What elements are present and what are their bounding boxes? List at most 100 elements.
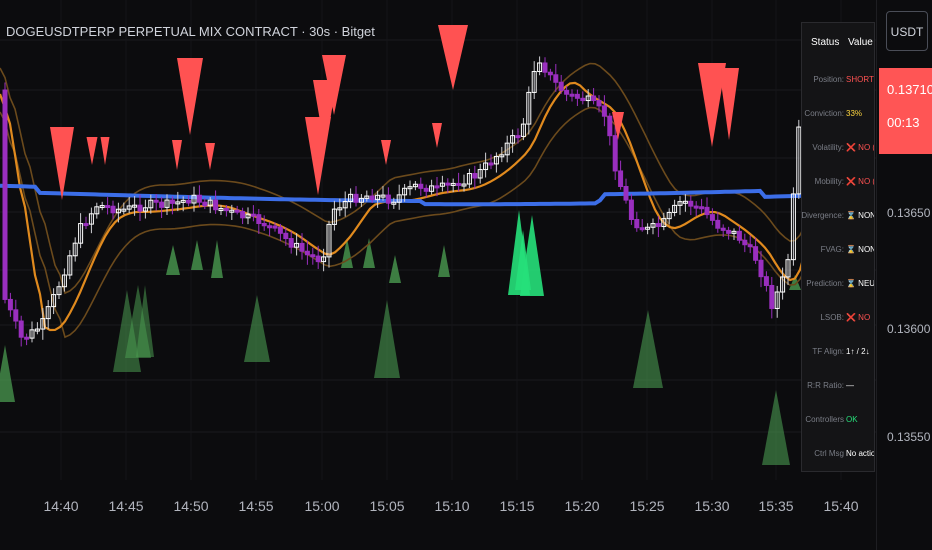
candle-body [553,74,559,83]
status-row-value: ⌛ NEUTRAL [846,279,875,288]
candle-body [196,194,202,203]
candle-body [510,135,516,144]
buy-signal-triangle [515,230,531,290]
price-plot[interactable] [0,0,876,550]
sell-signal-triangle [719,68,739,140]
candle-body [682,200,688,204]
candle-body [461,183,467,187]
candle-body [402,187,408,196]
candle-body [2,89,8,300]
candle-body [256,214,262,224]
candle-body [99,205,105,209]
candle-body [726,229,732,234]
x-tick-label: 14:45 [108,498,144,514]
x-tick-label: 15:05 [369,498,405,514]
sell-signal-triangle [177,58,203,135]
sell-signal-triangle [381,140,391,165]
status-row-value: ⌛ NONE [846,211,874,220]
status-row: FVAG:⌛ NONE [802,237,874,267]
candle-body [234,209,240,213]
candle-body [731,230,737,234]
candle-body [218,208,224,212]
status-row: Prediction:⌛ NEUTRAL [802,271,875,301]
candle-body [159,201,165,208]
candle-body [385,194,391,204]
candle-body [699,206,705,210]
value-header: Value [848,37,873,48]
candle-body [520,123,526,137]
status-row-value: SHORT [846,75,874,84]
x-tick-label: 15:00 [304,498,340,514]
candle-body [742,239,748,246]
candle-body [472,173,478,179]
candle-body [499,154,505,158]
candle-body [34,328,40,332]
status-row: Mobility:❌ NO (0.4) [802,169,874,199]
status-row-label: TF Align: [812,347,844,356]
candle-body [580,97,586,102]
candle-body [245,213,251,219]
candle-body [564,89,570,95]
candle-body [780,276,786,293]
sell-signal-triangle [86,137,98,165]
status-row: Position: SHORT [802,67,874,97]
currency-button[interactable]: USDT [886,11,928,51]
candle-body [180,199,186,203]
candle-body [569,93,575,97]
status-row-label: R:R Ratio: [807,381,844,390]
candle-body [774,291,780,309]
candle-body [321,256,327,263]
sell-signal-triangle [698,63,726,147]
candle-body [666,211,672,220]
candle-body [504,142,510,156]
candle-body [574,93,580,99]
candle-body [790,193,796,261]
x-tick-label: 14:50 [173,498,209,514]
candle-body [326,223,332,258]
candle-body [229,209,235,213]
sell-signal-triangle [205,143,215,170]
buy-signal-triangle [762,390,790,465]
chart-canvas[interactable] [0,0,876,550]
candle-body [537,62,543,73]
candle-body [396,194,402,203]
candle-body [720,227,726,231]
candle-body [153,199,159,203]
candle-body [542,62,548,73]
x-tick-label: 15:15 [499,498,535,514]
sell-signal-triangle [612,112,624,140]
status-row-value: ❌ NO [846,313,871,322]
candle-body [796,126,802,195]
candle-body [353,193,359,203]
candle-body [137,204,143,212]
candle-body [753,246,759,261]
candle-body [618,170,624,188]
candle-body [7,298,13,311]
candle-body [240,210,246,219]
candle-body [439,182,445,187]
x-tick-label: 14:40 [43,498,79,514]
status-row-label: LSOB: [820,313,844,322]
candle-body [132,204,138,208]
candle-body [645,226,651,230]
candle-body [310,254,316,258]
candle-body [515,135,521,139]
candle-body [677,201,683,206]
status-row-label: Mobility: [814,177,844,186]
status-row-value: No action [846,449,875,458]
candle-body [142,207,148,212]
candle-body [412,183,418,188]
candle-body [24,336,30,340]
candle-body [13,309,19,322]
candle-body [115,208,121,214]
x-tick-label: 14:55 [238,498,274,514]
candle-body [763,276,769,286]
symbol-title[interactable]: DOGEUSDTPERP PERPETUAL MIX CONTRACT · 30… [6,24,375,39]
candle-body [337,207,343,211]
candle-body [121,208,127,212]
last-price-badge: 0.13710 00:13 [879,68,932,154]
candle-body [267,225,273,229]
candle-body [40,318,46,330]
candle-body [288,238,294,248]
